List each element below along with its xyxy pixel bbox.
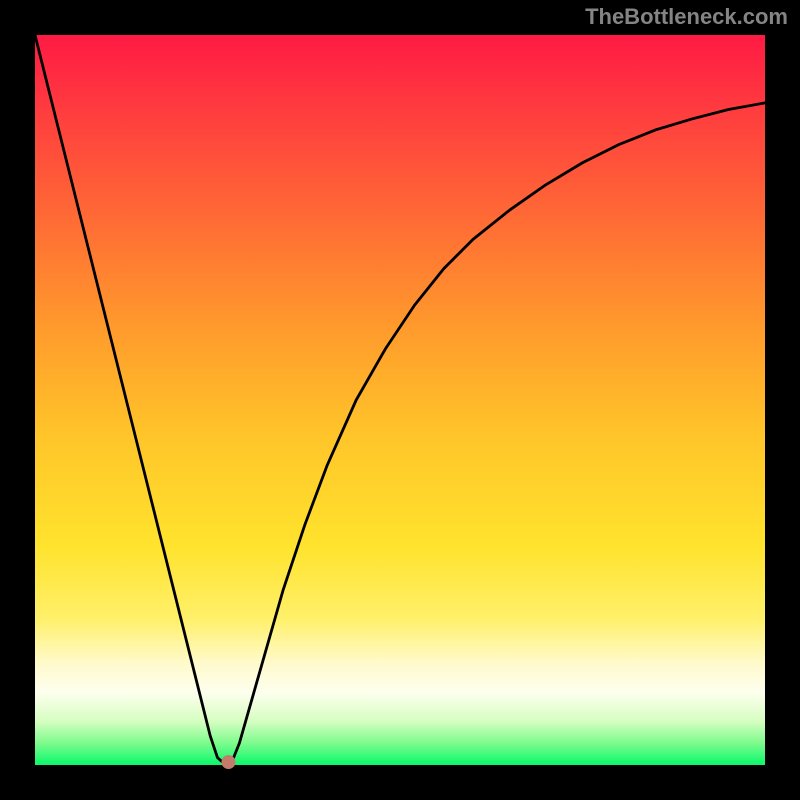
optimal-point-marker bbox=[221, 755, 235, 769]
bottleneck-chart bbox=[0, 0, 800, 800]
plot-area bbox=[35, 35, 765, 765]
watermark-text: TheBottleneck.com bbox=[585, 4, 788, 30]
